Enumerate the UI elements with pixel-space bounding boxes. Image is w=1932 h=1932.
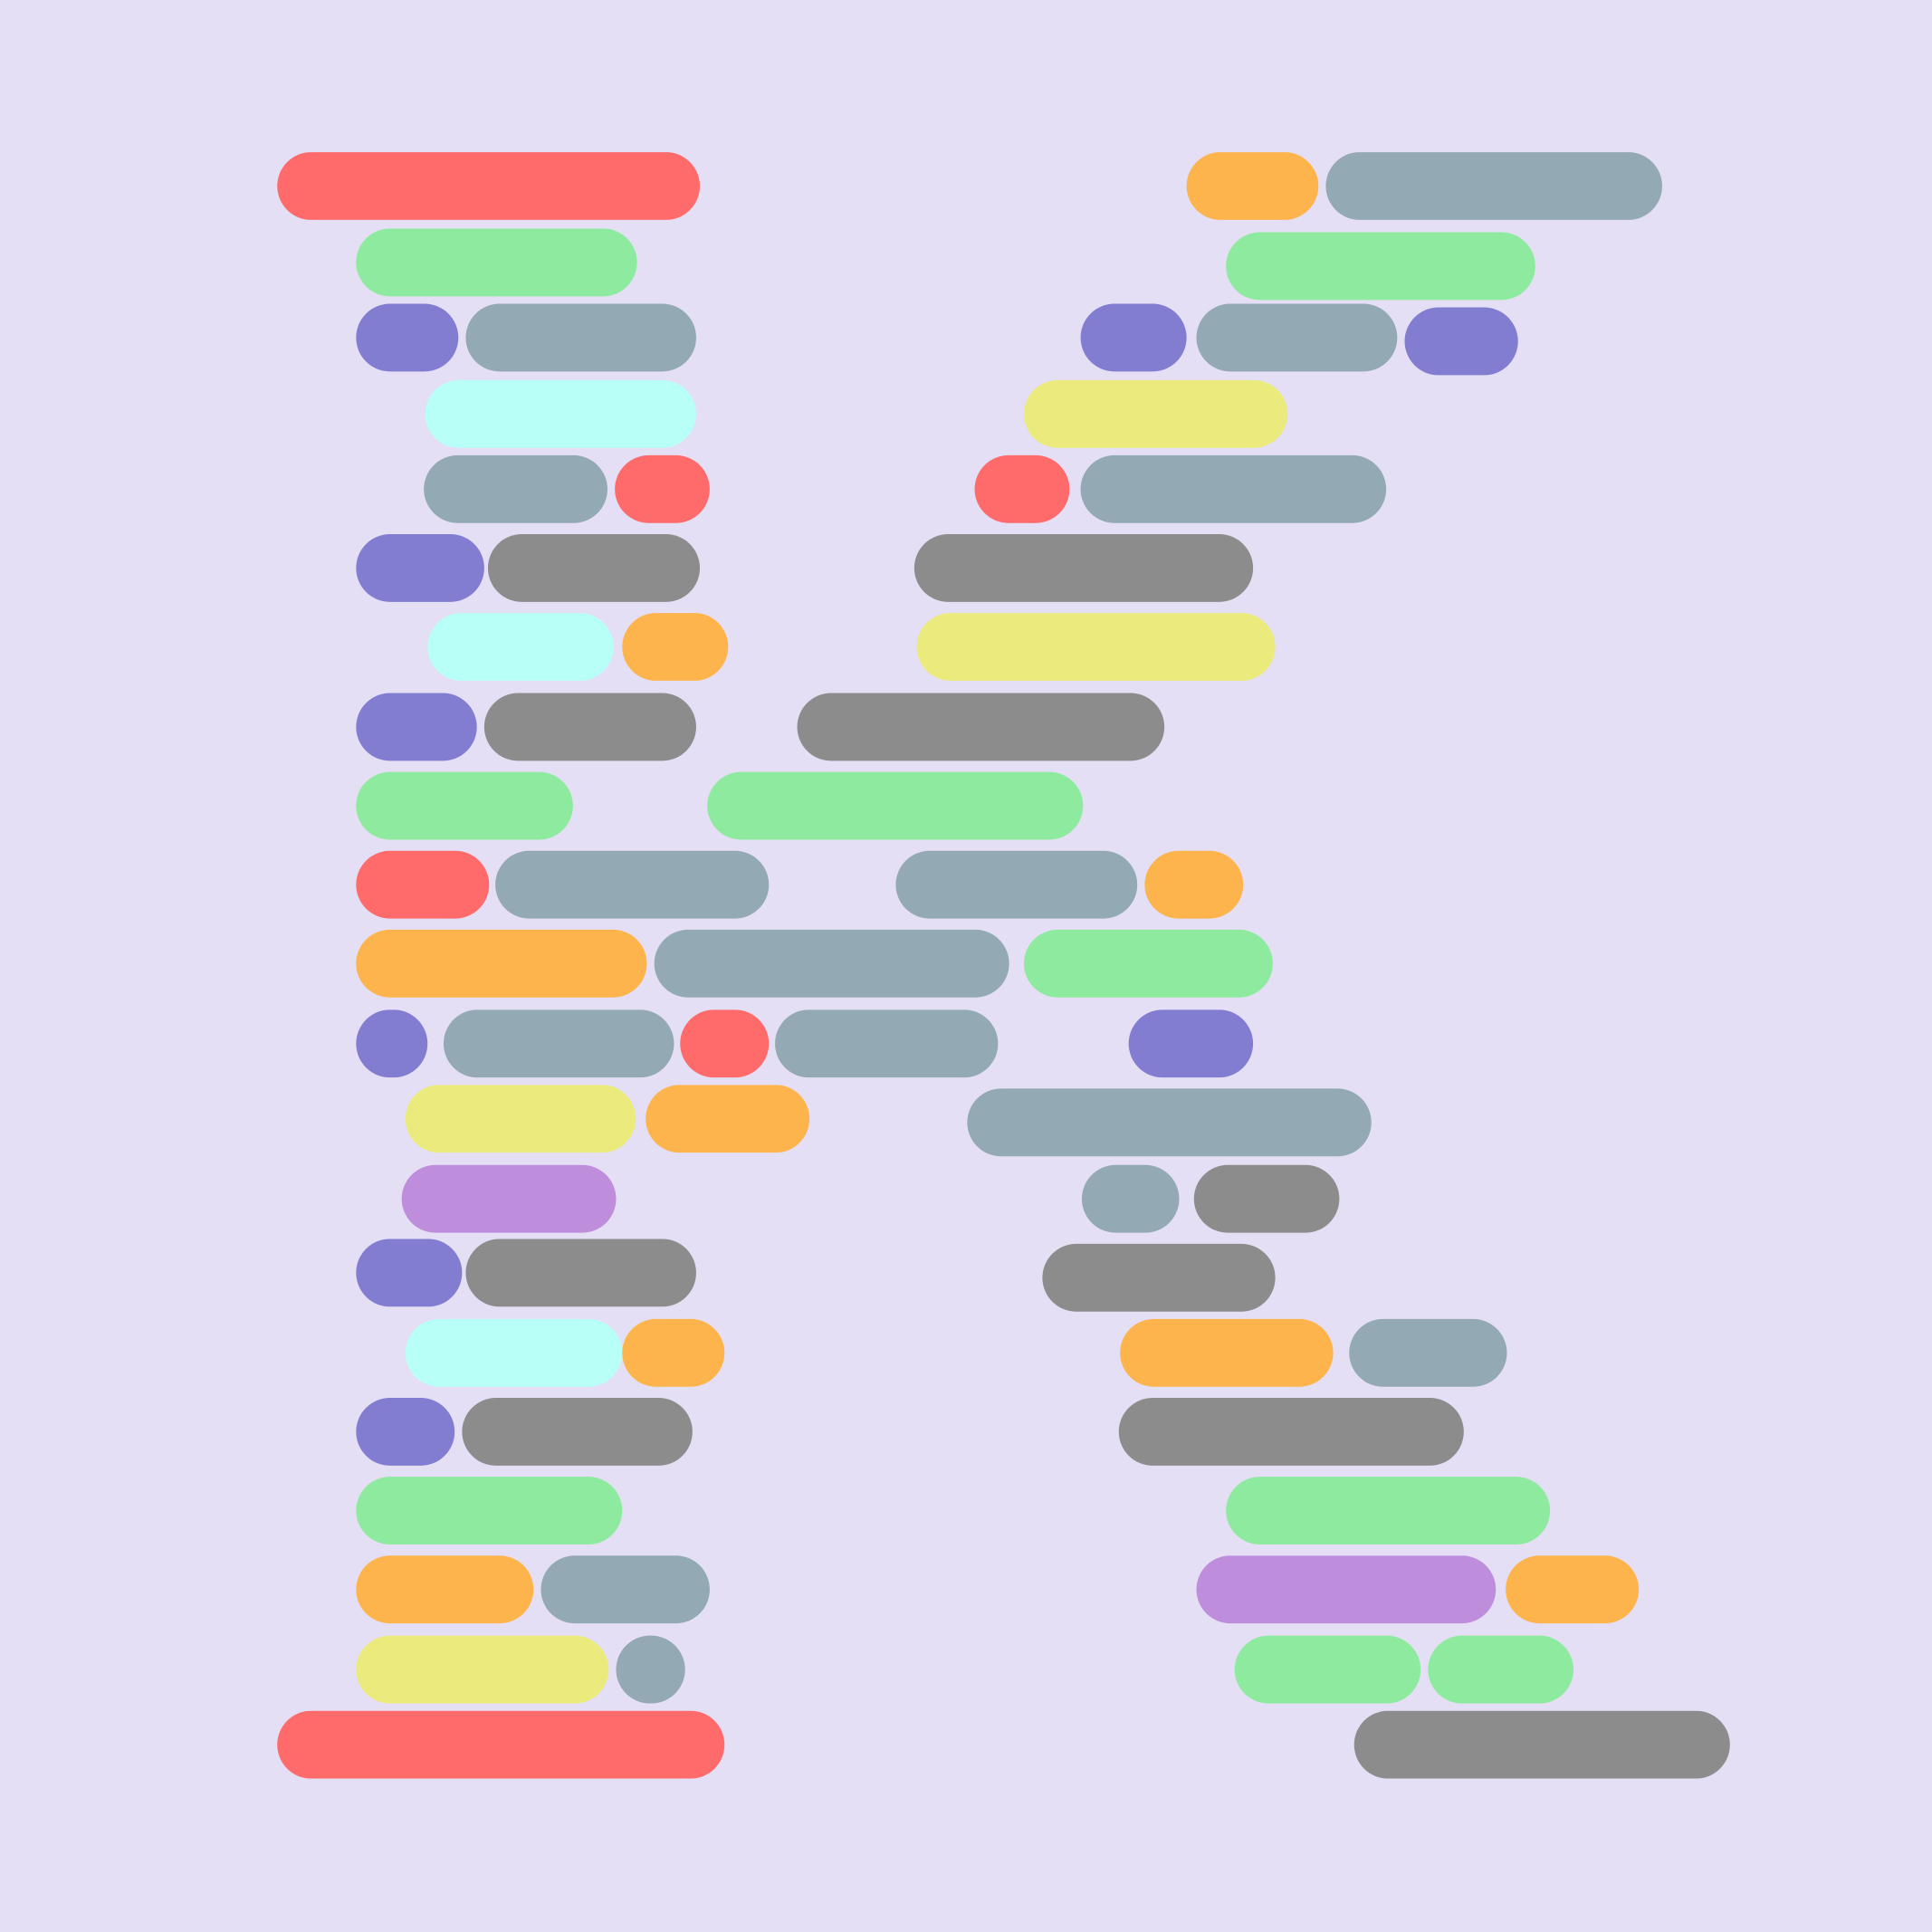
pill — [913, 533, 1254, 602]
pill — [1144, 850, 1244, 919]
pill — [465, 1239, 696, 1307]
pill — [707, 771, 1084, 840]
pill — [615, 454, 710, 523]
pill — [895, 850, 1138, 919]
pill — [427, 613, 614, 681]
pill — [1428, 1635, 1573, 1704]
pill — [356, 771, 573, 840]
pill — [401, 1164, 617, 1233]
pill — [616, 1635, 685, 1704]
pill — [1080, 454, 1387, 523]
pill — [1081, 1164, 1180, 1233]
pill — [1506, 1555, 1640, 1624]
pill — [974, 454, 1070, 523]
pill — [622, 613, 729, 681]
pill — [425, 379, 696, 448]
pill-group — [277, 152, 1730, 1779]
pill — [356, 533, 484, 602]
pill — [356, 1635, 609, 1704]
pill — [1226, 232, 1535, 301]
pill — [1226, 1477, 1551, 1545]
pill — [1196, 1555, 1497, 1624]
pill — [487, 533, 701, 602]
pill — [356, 228, 637, 297]
pill — [1120, 1318, 1334, 1387]
pill — [277, 1710, 725, 1779]
pill — [1023, 379, 1288, 448]
pill — [916, 613, 1276, 681]
pill — [443, 1009, 674, 1078]
pill — [967, 1088, 1372, 1157]
pill — [1353, 1710, 1730, 1779]
pill — [1234, 1635, 1421, 1704]
pill — [356, 1477, 623, 1545]
pill — [356, 693, 477, 761]
pill — [1023, 929, 1273, 998]
pill — [775, 1009, 999, 1078]
pill — [654, 929, 1009, 998]
pill — [462, 1398, 693, 1466]
pill — [495, 850, 770, 919]
pill — [483, 693, 696, 761]
pill — [1193, 1164, 1340, 1233]
pill — [356, 1239, 463, 1307]
pill — [1196, 303, 1398, 372]
pill — [405, 1085, 636, 1153]
pill — [356, 1555, 534, 1624]
pill — [680, 1009, 770, 1078]
pill — [1404, 307, 1518, 376]
pill — [356, 1009, 428, 1078]
pill — [540, 1555, 710, 1624]
pill — [356, 303, 459, 372]
pill — [277, 152, 701, 220]
pill — [622, 1318, 725, 1387]
pill — [424, 454, 607, 523]
pill — [465, 303, 696, 372]
pill — [1042, 1243, 1276, 1312]
pill — [1349, 1318, 1507, 1387]
pill — [1128, 1009, 1254, 1078]
pill — [356, 850, 490, 919]
pill — [646, 1085, 810, 1153]
pill — [1118, 1398, 1464, 1466]
pill — [1325, 152, 1662, 220]
pill — [356, 1398, 455, 1466]
pill — [405, 1318, 623, 1387]
pill — [797, 693, 1165, 761]
pill — [1186, 152, 1319, 220]
pill — [1080, 303, 1187, 372]
pill — [356, 929, 647, 998]
